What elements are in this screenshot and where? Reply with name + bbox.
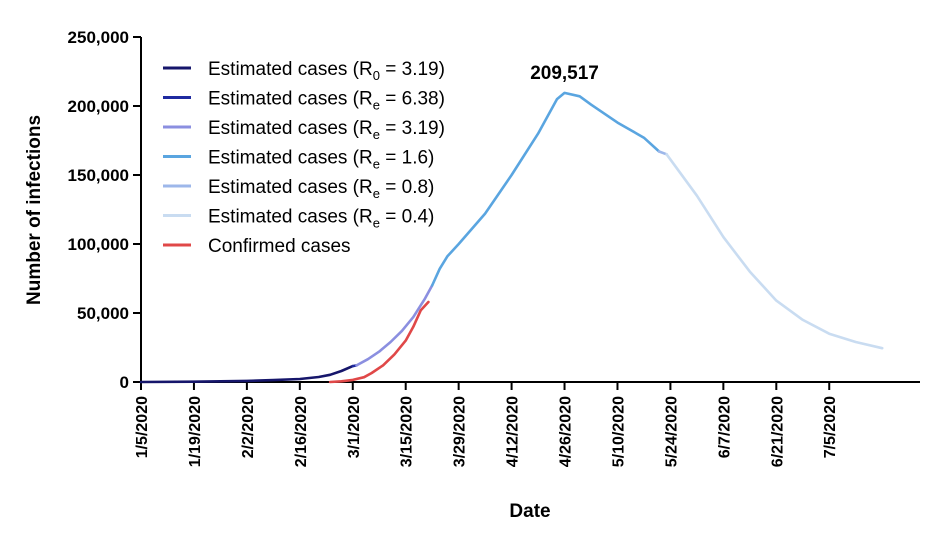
x-tick-label: 5/10/2020 <box>610 396 627 467</box>
legend-label-main: Confirmed cases <box>208 236 351 257</box>
series-lines <box>139 91 884 384</box>
y-tick-label: 100,000 <box>68 235 129 254</box>
series-line <box>657 150 668 156</box>
series-line <box>328 300 430 384</box>
axes <box>140 37 920 383</box>
legend-label-main: Estimated cases (R <box>208 89 373 110</box>
peak-annotation: 209,517 <box>530 63 599 84</box>
series-line <box>139 364 355 384</box>
x-tick-label: 3/29/2020 <box>452 396 469 467</box>
y-tick-label: 0 <box>120 373 129 392</box>
legend-label-subscript: e <box>373 157 380 172</box>
series-line <box>665 153 884 350</box>
legend-label-main: Estimated cases (R <box>208 207 373 228</box>
legend-label-subscript: 0 <box>373 68 380 83</box>
legend-label: Estimated cases (Re = 6.38) <box>208 89 445 113</box>
y-axis-title: Number of infections <box>24 115 45 305</box>
legend-label-subscript: e <box>373 186 380 201</box>
legend-label-main: Estimated cases (R <box>208 118 373 139</box>
legend-label-main: Estimated cases (R <box>208 59 373 80</box>
y-tick-label: 150,000 <box>68 166 129 185</box>
legend-label: Estimated cases (Re = 1.6) <box>208 148 434 172</box>
legend-label-tail: = 6.38) <box>380 89 445 110</box>
x-tick-label: 4/12/2020 <box>505 396 522 467</box>
legend-label: Confirmed cases <box>208 236 351 257</box>
y-tick-label: 250,000 <box>68 28 129 47</box>
x-axis-title: Date <box>509 501 550 522</box>
legend-label-subscript: e <box>373 127 380 142</box>
legend-label-tail: = 1.6) <box>380 148 434 169</box>
x-tick-label: 6/7/2020 <box>716 396 733 458</box>
x-tick-label: 4/26/2020 <box>558 396 575 467</box>
legend-label: Estimated cases (Re = 0.4) <box>208 207 434 231</box>
x-tick-label: 2/16/2020 <box>293 396 310 467</box>
x-tick-label: 7/5/2020 <box>822 396 839 458</box>
series-line <box>355 284 434 367</box>
x-tick-label: 6/21/2020 <box>769 396 786 467</box>
legend-label: Estimated cases (Re = 3.19) <box>208 118 445 142</box>
legend-label-subscript: e <box>373 216 380 231</box>
legend-label-tail: = 3.19) <box>380 118 445 139</box>
legend: Estimated cases (R0 = 3.19)Estimated cas… <box>163 59 445 257</box>
x-tick-label: 5/24/2020 <box>663 396 680 467</box>
legend-label-tail: = 0.4) <box>380 207 434 228</box>
legend-label: Estimated cases (Re = 0.8) <box>208 177 434 201</box>
legend-label: Estimated cases (R0 = 3.19) <box>208 59 445 83</box>
legend-label-tail: = 3.19) <box>380 59 445 80</box>
legend-label-main: Estimated cases (R <box>208 148 373 169</box>
series-line <box>430 91 661 287</box>
legend-label-main: Estimated cases (R <box>208 177 373 198</box>
x-tick-label: 1/5/2020 <box>134 396 151 458</box>
legend-label-subscript: e <box>373 98 380 113</box>
legend-label-tail: = 0.8) <box>380 177 434 198</box>
x-tick-label: 2/2/2020 <box>240 396 257 458</box>
y-tick-label: 50,000 <box>77 304 129 323</box>
x-tick-label: 3/1/2020 <box>346 396 363 458</box>
x-tick-label: 1/19/2020 <box>187 396 204 467</box>
x-ticks: 1/5/2020 1/19/2020 2/2/2020 2/16/2020 3/1/20… <box>134 382 839 467</box>
y-tick-label: 200,000 <box>68 97 129 116</box>
y-ticks: 0 50,000 100,000 150,000 200,000 250,000 <box>68 28 141 392</box>
x-tick-label: 3/15/2020 <box>399 396 416 467</box>
